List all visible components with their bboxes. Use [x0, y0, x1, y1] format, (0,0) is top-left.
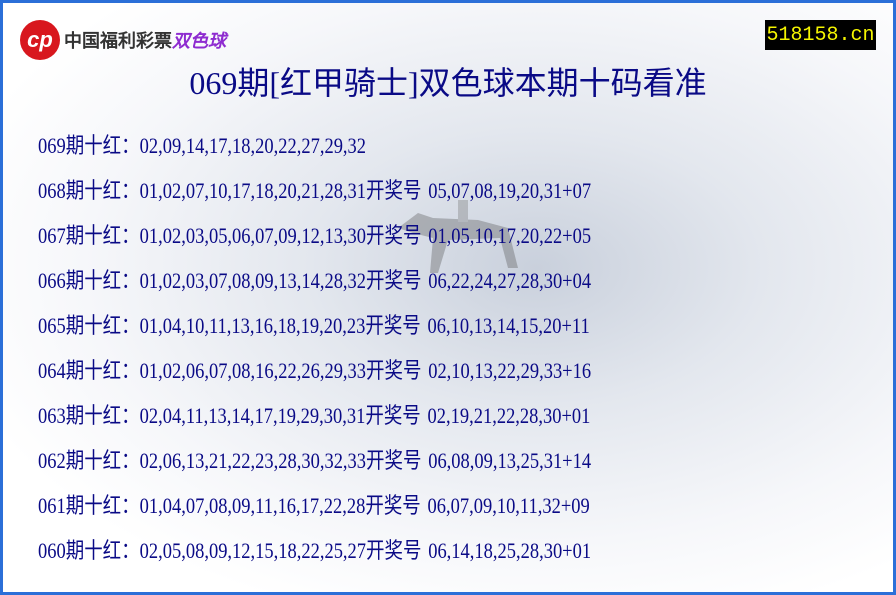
period-label: 062期十红：	[38, 448, 140, 473]
period-row: 060期十红：02,05,08,09,12,15,18,22,25,27开奖号 0…	[38, 533, 591, 565]
logo-text: 中国福利彩票	[64, 31, 172, 52]
site-badge: 518158.cn	[765, 20, 876, 50]
horse-rider-image	[398, 200, 518, 273]
draw-numbers: 06,10,13,14,15,20+11	[427, 313, 590, 338]
period-row: 061期十红：01,04,07,08,09,11,16,17,22,28开奖号 0…	[38, 488, 590, 520]
draw-label: 开奖号	[366, 448, 422, 473]
picks-numbers: 01,02,03,05,06,07,09,12,13,30	[139, 223, 367, 248]
draw-label: 开奖号	[365, 493, 421, 518]
draw-label: 开奖号	[366, 178, 422, 203]
draw-numbers: 06,22,24,27,28,30+04	[428, 268, 592, 293]
period-label: 061期十红：	[38, 493, 140, 518]
period-label: 060期十红：	[38, 538, 140, 563]
period-row: 062期十红：02,06,13,21,22,23,28,30,32,33开奖号 0…	[38, 443, 591, 475]
picks-numbers: 02,06,13,21,22,23,28,30,32,33	[139, 448, 367, 473]
picks-numbers: 01,02,03,07,08,09,13,14,28,32	[139, 268, 367, 293]
period-row: 067期十红：01,02,03,05,06,07,09,12,13,30开奖号 0…	[38, 218, 591, 250]
picks-numbers: 02,09,14,17,18,20,22,27,29,32	[139, 133, 367, 158]
period-label: 065期十红：	[38, 313, 140, 338]
draw-label: 开奖号	[366, 223, 422, 248]
period-row: 068期十红：01,02,07,10,17,18,20,21,28,31开奖号 0…	[38, 173, 591, 205]
draw-numbers: 06,08,09,13,25,31+14	[428, 448, 592, 473]
draw-numbers: 05,07,08,19,20,31+07	[428, 178, 592, 203]
period-label: 069期十红：	[38, 133, 140, 158]
period-label: 064期十红：	[38, 358, 140, 383]
draw-label: 开奖号	[366, 268, 422, 293]
draw-numbers: 06,07,09,10,11,32+09	[427, 493, 590, 518]
period-row: 064期十红：01,02,06,07,08,16,22,26,29,33开奖号 0…	[38, 353, 591, 385]
period-row: 069期十红：02,09,14,17,18,20,22,27,29,32	[38, 128, 373, 160]
period-label: 067期十红：	[38, 223, 140, 248]
draw-label: 开奖号	[365, 313, 421, 338]
lottery-logo-icon: cp	[20, 20, 60, 60]
draw-numbers: 02,19,21,22,28,30+01	[427, 403, 591, 428]
period-label: 063期十红：	[38, 403, 140, 428]
logo-subtext: 双色球	[172, 31, 226, 52]
draw-numbers: 01,05,10,17,20,22+05	[428, 223, 592, 248]
period-row: 063期十红：02,04,11,13,14,17,19,29,30,31开奖号 0…	[38, 398, 590, 430]
draw-numbers: 02,10,13,22,29,33+16	[428, 358, 592, 383]
picks-numbers: 02,05,08,09,12,15,18,22,25,27	[139, 538, 367, 563]
draw-label: 开奖号	[366, 358, 422, 383]
picks-numbers: 01,02,07,10,17,18,20,21,28,31	[139, 178, 367, 203]
welfare-lottery-logo: cp 中国福利彩票双色球	[20, 20, 226, 60]
period-label: 068期十红：	[38, 178, 140, 203]
period-row: 066期十红：01,02,03,07,08,09,13,14,28,32开奖号 0…	[38, 263, 591, 295]
draw-numbers: 06,14,18,25,28,30+01	[428, 538, 592, 563]
period-label: 066期十红：	[38, 268, 140, 293]
draw-label: 开奖号	[365, 403, 421, 428]
draw-label: 开奖号	[366, 538, 422, 563]
picks-numbers: 01,02,06,07,08,16,22,26,29,33	[139, 358, 367, 383]
page-title: 069期[红甲骑士]双色球本期十码看准	[189, 65, 707, 101]
picks-numbers: 02,04,11,13,14,17,19,29,30,31	[139, 403, 366, 428]
picks-numbers: 01,04,07,08,09,11,16,17,22,28	[139, 493, 366, 518]
picks-numbers: 01,04,10,11,13,16,18,19,20,23	[139, 313, 366, 338]
period-row: 065期十红：01,04,10,11,13,16,18,19,20,23开奖号 0…	[38, 308, 590, 340]
